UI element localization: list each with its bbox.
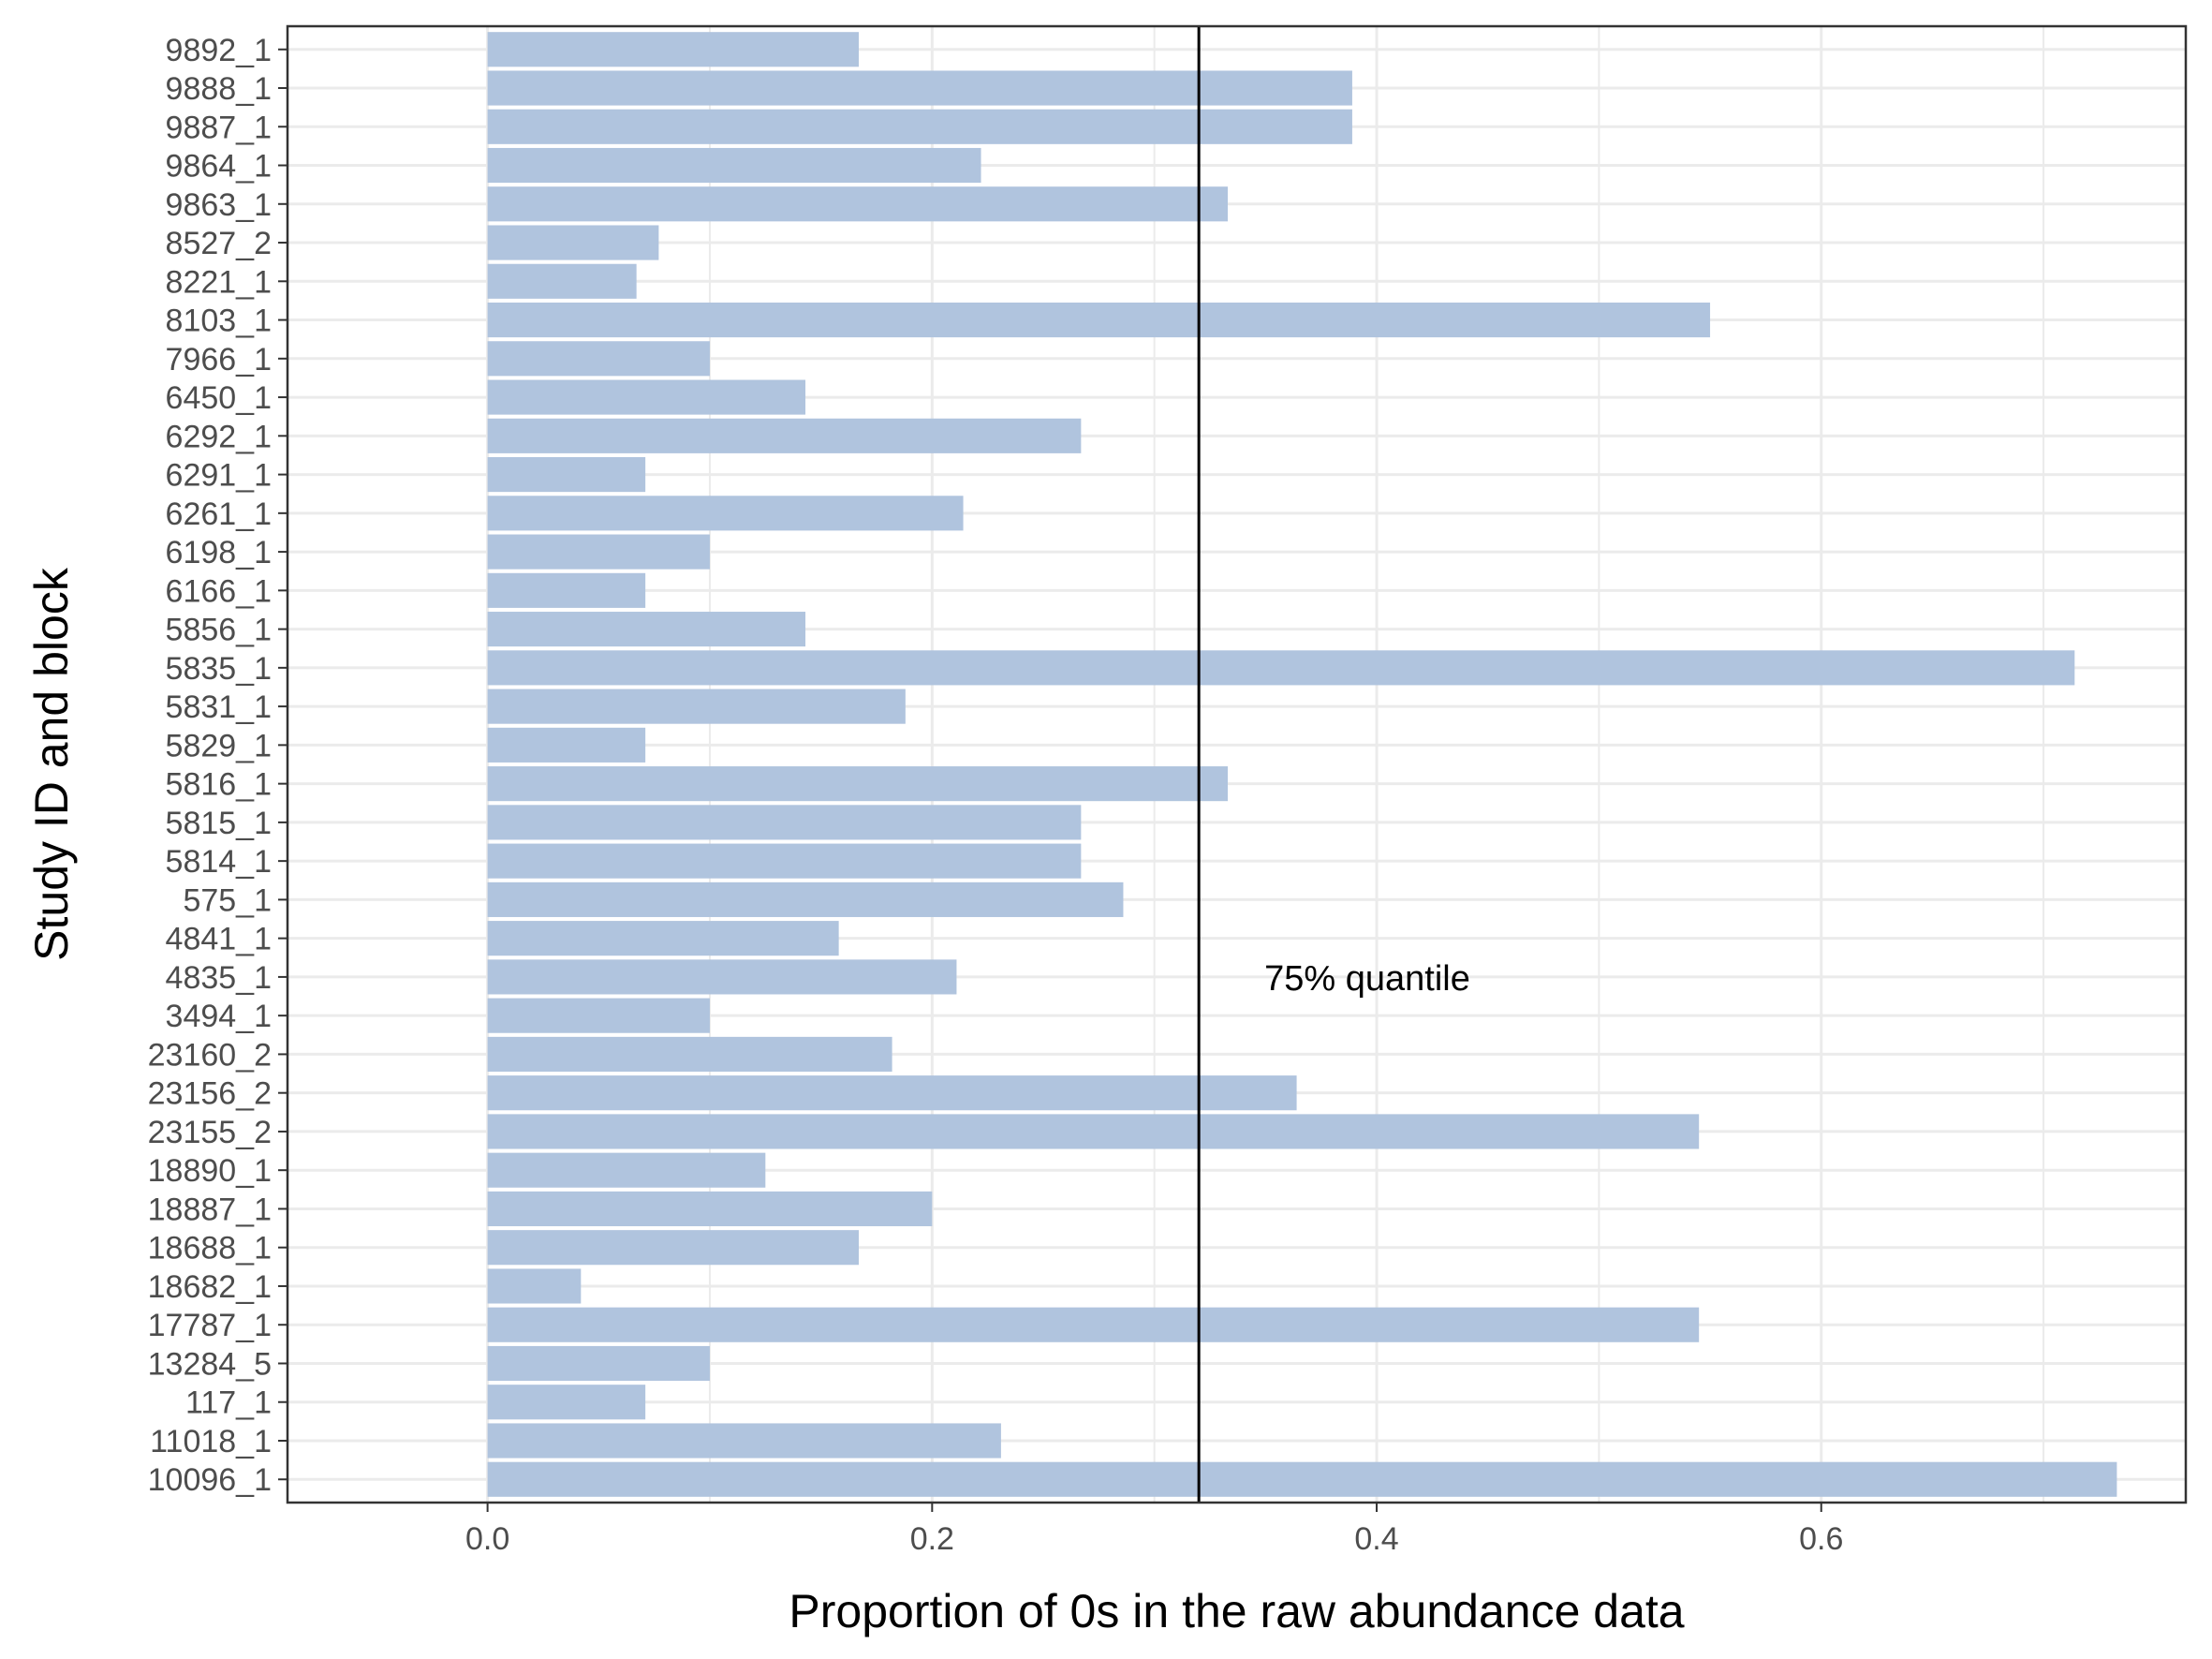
bar-5831_1: [487, 689, 906, 724]
y-tick-label: 6166_1: [166, 573, 272, 609]
y-tick-label: 5814_1: [166, 844, 272, 880]
y-tick-label: 9888_1: [166, 71, 272, 107]
bar-18890_1: [487, 1152, 766, 1188]
x-axis: 0.0 0.2 0.4 0.6: [465, 1503, 1843, 1557]
bar-8527_2: [487, 225, 659, 260]
y-tick-label: 13284_5: [148, 1346, 272, 1382]
bar-18688_1: [487, 1230, 859, 1266]
bar-18682_1: [487, 1268, 582, 1304]
bar-5835_1: [487, 650, 2075, 686]
y-tick-label: 6261_1: [166, 496, 272, 532]
reference-line-label: 75% quantile: [1264, 959, 1470, 999]
bar-8221_1: [487, 263, 637, 299]
y-tick-label: 8527_2: [166, 226, 272, 261]
y-tick-label: 23160_2: [148, 1037, 272, 1073]
y-tick-label: 23156_2: [148, 1076, 272, 1112]
x-tick-label: 0.2: [910, 1521, 954, 1557]
bar-8103_1: [487, 302, 1711, 338]
bar-3494_1: [487, 998, 710, 1033]
bars: [487, 32, 2117, 1497]
y-tick-label: 9892_1: [166, 33, 272, 68]
bar-10096_1: [487, 1461, 2117, 1497]
y-tick-label: 8221_1: [166, 264, 272, 300]
y-tick-label: 11018_1: [150, 1424, 272, 1459]
bar-6450_1: [487, 379, 806, 415]
y-tick-label: 5856_1: [166, 613, 272, 648]
y-tick-label: 5835_1: [166, 651, 272, 687]
panel: [286, 24, 2188, 1504]
reference-line-group: 75% quantile: [1197, 26, 1470, 1503]
y-tick-label: 5831_1: [166, 689, 272, 725]
bar-23155_2: [487, 1114, 1700, 1149]
bar-23156_2: [487, 1075, 1297, 1111]
y-tick-label: 4841_1: [166, 922, 272, 957]
bar-9863_1: [487, 186, 1229, 222]
bar-13284_5: [487, 1345, 710, 1382]
bar-5829_1: [487, 727, 646, 763]
y-tick-label: 6450_1: [166, 380, 272, 416]
y-tick-label: 9863_1: [166, 187, 272, 223]
bar-5814_1: [487, 843, 1082, 879]
bar-9887_1: [487, 109, 1352, 144]
y-tick-label: 8103_1: [166, 304, 272, 339]
bar-5856_1: [487, 612, 806, 647]
bar-6166_1: [487, 572, 646, 608]
y-tick-label: 6292_1: [166, 419, 272, 454]
bar-7966_1: [487, 341, 710, 377]
y-tick-label: 7966_1: [166, 342, 272, 378]
y-tick-label: 18688_1: [148, 1231, 272, 1266]
y-tick-label: 23155_2: [148, 1115, 272, 1150]
y-tick-label: 18682_1: [148, 1269, 272, 1305]
bar-9892_1: [487, 32, 859, 67]
x-axis-title: Proportion of 0s in the raw abundance da…: [789, 1585, 1684, 1637]
y-tick-label: 9887_1: [166, 110, 272, 145]
y-tick-label: 4835_1: [166, 960, 272, 996]
y-tick-label: 5815_1: [166, 806, 272, 841]
y-tick-label: 5829_1: [166, 728, 272, 763]
bar-9888_1: [487, 70, 1352, 106]
bar-117_1: [487, 1385, 646, 1420]
bar-18887_1: [487, 1191, 933, 1227]
bar-23160_2: [487, 1036, 892, 1072]
bar-17787_1: [487, 1307, 1700, 1342]
x-tick-label: 0.6: [1799, 1521, 1843, 1557]
bar-6292_1: [487, 418, 1082, 453]
x-tick-label: 0.0: [465, 1521, 509, 1557]
y-tick-label: 575_1: [183, 882, 272, 918]
y-tick-label: 9864_1: [166, 149, 272, 185]
y-tick-label: 117_1: [185, 1385, 272, 1421]
y-axis-title: Study ID and block: [25, 567, 78, 961]
bar-6291_1: [487, 457, 646, 493]
bar-5816_1: [487, 766, 1229, 802]
y-tick-label: 10096_1: [148, 1462, 272, 1498]
bar-4841_1: [487, 921, 839, 956]
bar-6261_1: [487, 496, 964, 531]
y-tick-label: 3494_1: [166, 999, 272, 1034]
bar-11018_1: [487, 1423, 1001, 1459]
y-tick-label: 5816_1: [166, 767, 272, 803]
bar-5815_1: [487, 805, 1082, 840]
bar-575_1: [487, 881, 1124, 917]
y-tick-label: 17787_1: [148, 1308, 272, 1343]
y-tick-label: 18890_1: [148, 1153, 272, 1189]
y-tick-label: 18887_1: [148, 1192, 272, 1227]
y-tick-label: 6291_1: [166, 458, 272, 494]
bar-4835_1: [487, 959, 957, 995]
panel-border: [286, 24, 2188, 1504]
y-tick-label: 6198_1: [166, 535, 272, 570]
bar-9864_1: [487, 147, 981, 184]
x-tick-label: 0.4: [1354, 1521, 1398, 1557]
bar-6198_1: [487, 534, 710, 570]
